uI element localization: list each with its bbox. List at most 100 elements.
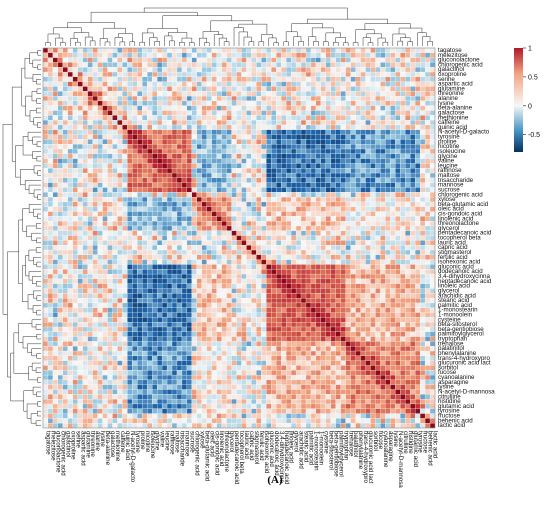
heatmap-cell	[127, 264, 133, 270]
heatmap-cell	[87, 163, 93, 169]
heatmap-cell	[216, 307, 222, 313]
heatmap-cell	[340, 245, 346, 251]
heatmap-cell	[47, 139, 54, 145]
heatmap-cell	[216, 163, 222, 169]
heatmap-cell	[261, 245, 267, 251]
heatmap-cell	[67, 331, 73, 337]
heatmap-cell	[186, 326, 193, 332]
heatmap-cell	[132, 100, 138, 106]
heatmap-cell	[335, 153, 341, 159]
heatmap-cell	[350, 105, 356, 111]
dendrogram-branch	[147, 28, 178, 33]
heatmap-cell	[320, 235, 327, 241]
heatmap-cell	[241, 177, 247, 183]
heatmap-cell	[424, 47, 431, 53]
heatmap-cell	[290, 62, 297, 68]
heatmap-cell	[221, 216, 227, 222]
heatmap-cell	[350, 288, 356, 294]
heatmap-cell	[166, 235, 173, 241]
heatmap-cell	[271, 259, 277, 265]
heatmap-cell	[415, 211, 421, 217]
heatmap-cell	[206, 254, 212, 260]
heatmap-cell	[300, 249, 307, 256]
heatmap-cell	[201, 192, 207, 198]
heatmap-cell	[405, 206, 411, 212]
heatmap-cell	[424, 57, 431, 63]
heatmap-cell	[181, 153, 188, 159]
heatmap-cell	[281, 235, 287, 241]
heatmap-cell	[256, 240, 262, 246]
heatmap-cell	[370, 283, 376, 289]
heatmap-cell	[365, 288, 371, 294]
heatmap-cell	[92, 81, 98, 87]
heatmap-cell	[281, 245, 287, 251]
heatmap-cell	[92, 153, 98, 159]
heatmap-cell	[276, 336, 282, 342]
heatmap-cell	[325, 62, 331, 68]
heatmap-cell	[320, 105, 327, 111]
heatmap-cell	[385, 283, 391, 289]
heatmap-cell	[107, 105, 113, 111]
heatmap-cell	[300, 293, 307, 299]
heatmap-cell	[286, 86, 292, 92]
heatmap-cell	[315, 278, 322, 284]
heatmap-cell	[147, 192, 153, 198]
heatmap-cell	[360, 225, 366, 231]
heatmap-cell	[211, 221, 217, 227]
heatmap-cell	[266, 172, 272, 179]
heatmap-cell	[241, 326, 247, 332]
heatmap-cell	[201, 245, 207, 251]
heatmap-cell	[112, 201, 118, 207]
heatmap-cell	[57, 62, 64, 68]
heatmap-cell	[261, 182, 267, 188]
heatmap-cell	[295, 283, 302, 289]
heatmap-cell	[211, 47, 217, 53]
heatmap-cell	[241, 221, 247, 227]
heatmap-cell	[127, 86, 133, 92]
heatmap-cell	[57, 259, 64, 265]
heatmap-cell	[241, 192, 247, 198]
heatmap-cell	[410, 322, 416, 328]
heatmap-cell	[166, 158, 173, 164]
heatmap-cell	[42, 134, 49, 140]
heatmap-cell	[226, 264, 232, 270]
dendrogram-branch	[22, 336, 37, 349]
heatmap-cell	[166, 105, 173, 111]
heatmap-cell	[57, 115, 64, 121]
heatmap-cell	[271, 216, 277, 222]
heatmap-cell	[385, 57, 391, 63]
heatmap-cell	[400, 139, 406, 145]
heatmap-cell	[226, 249, 232, 256]
heatmap-cell	[271, 336, 277, 342]
heatmap-cell	[251, 153, 257, 159]
heatmap-cell	[152, 134, 158, 140]
heatmap-cell	[300, 288, 307, 294]
heatmap-cell	[419, 76, 426, 82]
heatmap-cell	[67, 124, 73, 130]
heatmap-cell	[211, 172, 217, 179]
heatmap-cell	[152, 235, 158, 241]
heatmap-cell	[281, 134, 287, 140]
heatmap-cell	[310, 153, 317, 159]
heatmap-cell	[216, 115, 222, 121]
heatmap-cell	[112, 144, 118, 150]
heatmap-cell	[152, 278, 158, 284]
heatmap-cell	[300, 298, 307, 304]
heatmap-cell	[295, 269, 302, 275]
heatmap-cell	[147, 331, 153, 337]
heatmap-cell	[419, 192, 426, 198]
heatmap-cell	[122, 134, 128, 140]
heatmap-cell	[335, 317, 341, 323]
heatmap-cell	[295, 307, 302, 313]
heatmap-cell	[231, 216, 237, 222]
heatmap-cell	[241, 269, 247, 275]
heatmap-cell	[92, 47, 98, 53]
heatmap-cell	[147, 322, 153, 328]
heatmap-cell	[360, 71, 366, 78]
heatmap-cell	[211, 124, 217, 130]
heatmap-cell	[132, 216, 138, 222]
heatmap-cell	[325, 216, 331, 222]
heatmap-cell	[380, 230, 386, 236]
heatmap-cell	[261, 259, 267, 265]
heatmap-cell	[276, 153, 282, 159]
